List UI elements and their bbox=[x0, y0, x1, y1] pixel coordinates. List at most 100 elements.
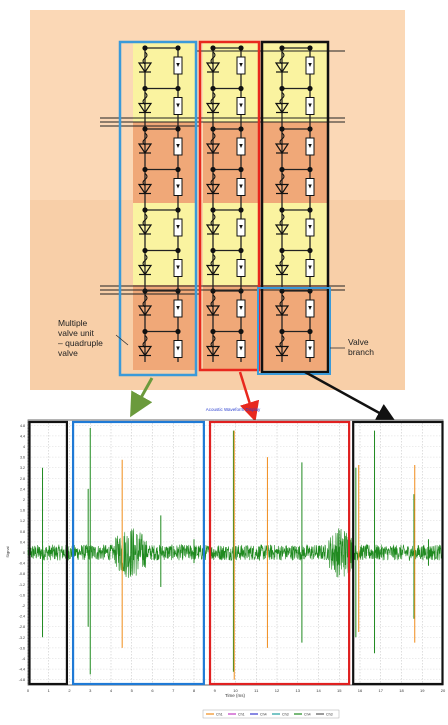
x-tick-label: 4 bbox=[110, 688, 113, 693]
resistor-arrow bbox=[308, 144, 312, 148]
y-tick-label: 0 bbox=[23, 551, 25, 555]
thyristor bbox=[137, 183, 153, 195]
thyristor bbox=[137, 305, 153, 317]
y-tick-label: -4 bbox=[22, 657, 25, 661]
resistor-arrow bbox=[239, 306, 243, 310]
x-tick-label: 8 bbox=[193, 688, 196, 693]
valve-node bbox=[279, 247, 285, 254]
resistor-arrow bbox=[239, 144, 243, 148]
valve-cell bbox=[263, 203, 328, 285]
valve-node bbox=[142, 288, 148, 294]
resistor-arrow bbox=[308, 225, 312, 229]
x-tick-label: 7 bbox=[172, 688, 175, 693]
black-valve-column-box bbox=[260, 40, 330, 374]
thyristor bbox=[137, 62, 153, 74]
resistor-arrow bbox=[308, 346, 312, 351]
valve-cell bbox=[133, 122, 196, 203]
x-tick-label: 19 bbox=[420, 688, 425, 693]
valve-node bbox=[238, 85, 244, 92]
valve-node bbox=[210, 166, 216, 173]
y-tick-label: 0.8 bbox=[20, 530, 25, 534]
resistor-arrow bbox=[176, 306, 180, 310]
red-valve-column-box bbox=[198, 40, 261, 372]
valve-node bbox=[279, 288, 285, 294]
resistor-arrow bbox=[308, 103, 312, 108]
thyristor bbox=[205, 345, 221, 357]
valve-cell bbox=[203, 122, 259, 203]
resistor-arrow bbox=[176, 346, 180, 351]
waveform-plot: Acoustic Waveform Display 4.8 4.4 4 3.6 3.2 2… bbox=[5, 407, 446, 719]
thyristor bbox=[205, 143, 221, 155]
y-tick-label: -1.2 bbox=[19, 583, 25, 587]
red-connector-arrow bbox=[238, 371, 260, 422]
reactor-coil bbox=[142, 254, 148, 267]
thyristor bbox=[274, 62, 290, 74]
valve-node bbox=[142, 45, 148, 51]
valve-node bbox=[142, 126, 148, 132]
valve-cell bbox=[263, 285, 328, 370]
valve-node bbox=[142, 328, 148, 335]
reactor-coil bbox=[210, 51, 216, 65]
reactor-coil bbox=[210, 213, 216, 227]
thyristor bbox=[205, 264, 221, 276]
valve-node bbox=[142, 85, 148, 92]
multiple-valve-box bbox=[118, 40, 198, 377]
resistor-arrow bbox=[239, 346, 243, 351]
black-connector-arrow bbox=[304, 370, 397, 423]
y-tick-label: -3.2 bbox=[19, 636, 25, 640]
reactor-coil bbox=[142, 132, 148, 146]
black-highlight-box bbox=[28, 420, 69, 686]
x-tick-label: 17 bbox=[379, 688, 384, 693]
reactor-coil bbox=[279, 173, 285, 186]
valve-diagram: Multiple valve unit – quadruple valve Va… bbox=[30, 10, 405, 390]
reactor-coil bbox=[279, 254, 285, 267]
valve-node bbox=[279, 85, 285, 92]
valve-cell bbox=[133, 42, 196, 122]
y-tick-label: 2.8 bbox=[20, 477, 25, 481]
valve-node bbox=[210, 288, 216, 294]
thyristor bbox=[274, 224, 290, 236]
legend-entry: Ch4 bbox=[260, 713, 267, 717]
reactor-coil bbox=[210, 335, 216, 348]
y-tick-label: 2.4 bbox=[20, 487, 25, 491]
legend-entry: Ch1 bbox=[216, 713, 223, 717]
thyristor bbox=[205, 62, 221, 74]
reactor-coil bbox=[142, 213, 148, 227]
y-tick-label: 4.4 bbox=[20, 434, 25, 438]
x-tick-labels: 0 1 2 3 4 5 6 7 8 9 10 11 12 13 14 15 16 17 18 19 20 bbox=[27, 688, 446, 693]
valve-node bbox=[175, 207, 181, 213]
reactor-coil bbox=[210, 132, 216, 146]
valve-cell bbox=[133, 203, 196, 285]
resistor-arrow bbox=[308, 265, 312, 270]
reactor-coil bbox=[279, 213, 285, 227]
y-tick-label: 3.2 bbox=[20, 466, 25, 470]
x-tick-label: 12 bbox=[275, 688, 280, 693]
valve-cell bbox=[263, 42, 328, 122]
legend-entry: Ch4 bbox=[304, 713, 311, 717]
resistor-arrow bbox=[176, 63, 180, 67]
thyristor bbox=[274, 183, 290, 195]
resistor-arrow bbox=[176, 103, 180, 108]
resistor-arrow bbox=[308, 184, 312, 189]
valve-node bbox=[238, 288, 244, 294]
valve-node bbox=[175, 126, 181, 132]
thyristor bbox=[274, 102, 290, 114]
valve-node bbox=[142, 207, 148, 213]
thyristor bbox=[274, 264, 290, 276]
resistor-arrow bbox=[176, 225, 180, 229]
x-tick-label: 15 bbox=[337, 688, 342, 693]
resistor-arrow bbox=[239, 184, 243, 189]
valve-node bbox=[307, 328, 313, 335]
valve-node bbox=[307, 126, 313, 132]
y-tick-label: -4.4 bbox=[19, 668, 25, 672]
green-connector-arrow bbox=[130, 377, 154, 418]
thyristor bbox=[137, 143, 153, 155]
x-tick-label: 3 bbox=[89, 688, 92, 693]
thyristor bbox=[205, 183, 221, 195]
valve-node bbox=[238, 247, 244, 254]
reactor-coil bbox=[279, 294, 285, 308]
reactor-coil bbox=[279, 335, 285, 348]
x-axis-label: Time (ms) bbox=[225, 693, 246, 698]
thyristor bbox=[274, 305, 290, 317]
resistor-arrow bbox=[308, 63, 312, 67]
